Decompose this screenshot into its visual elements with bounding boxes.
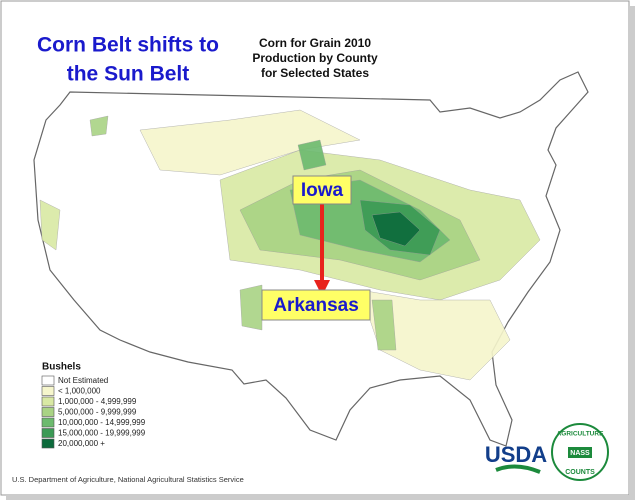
ring-text: COUNTS [565, 469, 595, 476]
county-shading [139, 109, 361, 176]
footer: U.S. Department of Agriculture, National… [12, 475, 244, 484]
arrow-head [314, 280, 330, 296]
legend-label: 15,000,000 - 19,999,999 [58, 429, 146, 438]
map-title-line: Production by County [252, 51, 378, 65]
frame-shadow [6, 495, 635, 500]
legend-label: < 1,000,000 [58, 387, 101, 396]
callout: Iowa [301, 180, 344, 201]
ring-text: AGRICULTURE [557, 431, 604, 438]
county-shading [89, 115, 109, 137]
county-shading [239, 284, 263, 331]
county-shading [39, 199, 61, 251]
legend-swatch [41, 396, 55, 407]
legend-label: 10,000,000 - 14,999,999 [58, 418, 146, 427]
legend-title: Bushels [42, 362, 81, 373]
county-shading [359, 289, 511, 381]
callout-box [292, 175, 352, 205]
badge-box [568, 447, 592, 458]
county-shading [371, 299, 397, 351]
legend-label: Not Estimated [58, 376, 108, 385]
county-shading [297, 139, 327, 171]
legend-label: 5,000,000 - 9,999,999 [58, 408, 137, 417]
legend-swatch [41, 407, 55, 417]
legend-label: 1,000,000 - 4,999,999 [58, 397, 137, 406]
callout-box [261, 289, 371, 321]
badge: NASS [570, 450, 590, 457]
usda-logo: USDA [485, 442, 547, 467]
title-line: the Sun Belt [67, 63, 190, 86]
map-title-line: for Selected States [261, 66, 369, 80]
title-line: Corn Belt shifts to [37, 34, 219, 57]
legend-swatch [41, 417, 55, 428]
legend-swatch [41, 428, 55, 438]
legend-swatch [41, 438, 55, 449]
callout: Arkansas [273, 295, 359, 316]
legend-swatch [41, 375, 55, 386]
frame-shadow [629, 6, 635, 498]
county-shading [371, 211, 421, 247]
legend-label: 20,000,000 + [58, 439, 105, 448]
map-title-line: Corn for Grain 2010 [259, 36, 371, 50]
logo-swoosh [495, 464, 541, 474]
legend-swatch [41, 386, 55, 396]
